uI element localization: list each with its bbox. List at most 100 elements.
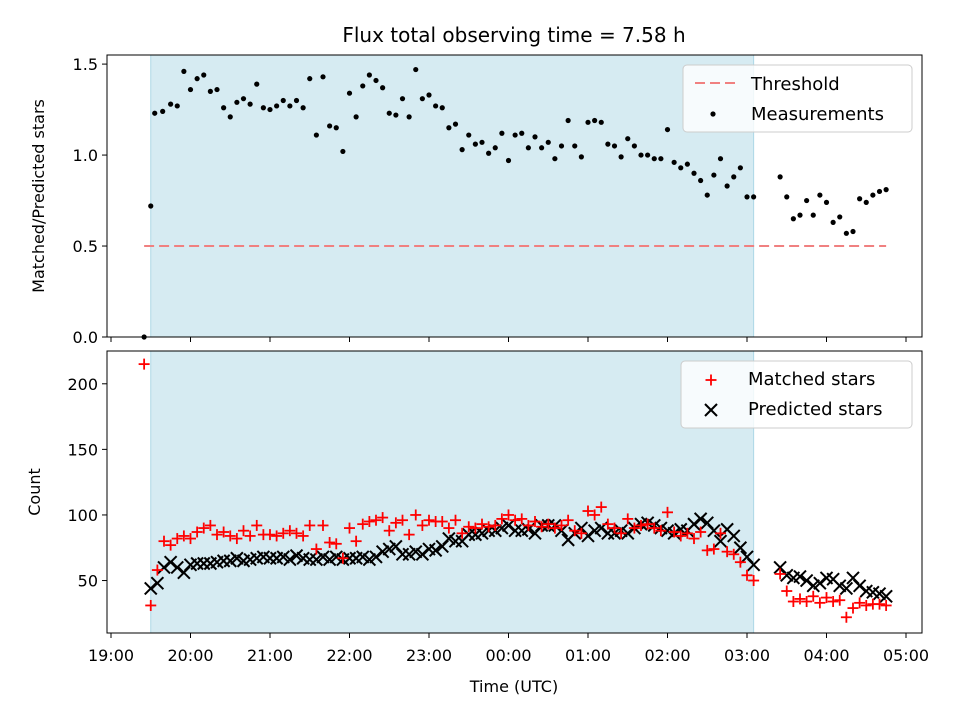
legend-matched-label: Matched stars — [748, 369, 875, 390]
measurement-point — [664, 126, 671, 133]
bottom-plot-frame — [106, 350, 923, 634]
bottom-legend: Matched stars Predicted stars — [680, 360, 913, 429]
measurement-point — [234, 99, 240, 105]
matched-point — [635, 519, 647, 531]
matched-point — [622, 513, 634, 525]
top-shaded-region — [150, 54, 755, 338]
measurement-point — [704, 192, 710, 198]
matched-point — [542, 518, 554, 530]
measurement-point — [618, 154, 624, 160]
predicted-point-b — [289, 548, 304, 563]
matched-point — [701, 544, 713, 556]
matched-point — [695, 526, 707, 538]
matched-point — [251, 519, 263, 531]
matched-point — [403, 529, 415, 541]
measurement-point — [545, 139, 551, 145]
matched-point — [344, 522, 355, 534]
measurement-point — [837, 214, 843, 220]
predicted-point-b — [256, 550, 271, 564]
measurement-point — [300, 105, 306, 111]
measurement-point — [274, 103, 280, 109]
matched-point — [655, 525, 667, 537]
matched-point — [476, 518, 488, 530]
matched-point — [516, 513, 528, 525]
matched-point — [443, 522, 455, 534]
legend-measurements-swatch — [710, 111, 716, 117]
measurement-point — [731, 174, 737, 180]
predicted-point-b — [733, 541, 748, 555]
measurement-point — [446, 125, 452, 131]
measurement-point — [777, 174, 783, 180]
measurement-point — [810, 212, 816, 218]
predicted-point-b — [727, 529, 741, 543]
x-tick-label: 05:00 — [883, 646, 929, 665]
matched-point — [774, 568, 786, 580]
predicted-point-b — [230, 551, 244, 565]
top-legend-box — [682, 64, 913, 133]
matched-point — [204, 519, 216, 531]
measurement-point — [353, 114, 359, 120]
measurement-point — [393, 112, 399, 118]
matched-point — [681, 527, 693, 539]
top-y-axis: 0.0 0.5 1.0 1.5 — [73, 55, 107, 347]
measurement-point — [214, 86, 220, 93]
measurement-point — [625, 136, 631, 142]
measurement-point — [187, 86, 194, 93]
measurement-point — [863, 199, 869, 205]
matched-point — [191, 526, 203, 538]
matched-point — [562, 514, 574, 526]
measurement-point — [572, 143, 578, 149]
measurement-point — [386, 110, 392, 116]
measurement-point — [280, 97, 286, 104]
predicted-point-b — [826, 572, 840, 586]
matched-point — [827, 596, 839, 608]
measurement-point — [327, 123, 333, 129]
predicted-point-b — [819, 571, 834, 585]
measurement-point — [638, 152, 644, 158]
legend-matched-swatch — [705, 374, 717, 386]
predicted-point-b — [693, 512, 708, 526]
predicted-point-b — [707, 523, 721, 538]
measurement-point — [152, 110, 158, 116]
measurement-point — [240, 96, 247, 102]
measurement-point — [823, 199, 830, 205]
matched-point — [807, 590, 819, 602]
matched-point — [410, 509, 422, 521]
predicted-point — [693, 512, 708, 526]
predicted-point — [727, 529, 741, 543]
matched-point — [271, 530, 283, 542]
matched-point — [860, 599, 872, 611]
x-tick-label: 01:00 — [565, 646, 611, 665]
measurement-point — [148, 203, 154, 209]
measurement-point — [717, 156, 724, 162]
predicted-point-b — [879, 589, 893, 603]
matched-point — [529, 516, 541, 528]
measurement-point — [611, 143, 618, 149]
matched-point — [814, 597, 826, 609]
measurement-point — [267, 106, 273, 113]
predicted-point-b — [740, 550, 754, 564]
top-x-ticks — [110, 337, 907, 342]
y-tick-label: 1.5 — [73, 55, 98, 74]
matched-point — [595, 501, 607, 513]
measurement-point — [486, 150, 492, 156]
matched-point — [781, 585, 793, 597]
measurement-point — [578, 154, 584, 160]
predicted-point-b — [746, 558, 761, 572]
measurement-point — [552, 156, 558, 162]
measurement-point — [592, 117, 598, 124]
matched-point — [536, 521, 548, 533]
matched-point — [151, 564, 163, 576]
measurement-point — [413, 66, 419, 73]
matched-point — [138, 358, 150, 370]
measurement-point — [519, 130, 525, 136]
predicted-point-b — [780, 568, 794, 582]
matched-point — [522, 519, 534, 531]
x-tick-label: 23:00 — [406, 646, 452, 665]
measurement-point — [651, 156, 657, 162]
matched-point — [158, 535, 170, 547]
measurement-point — [201, 72, 207, 78]
matched-point — [244, 530, 256, 542]
measurement-point — [307, 76, 313, 82]
matched-point — [688, 533, 700, 545]
